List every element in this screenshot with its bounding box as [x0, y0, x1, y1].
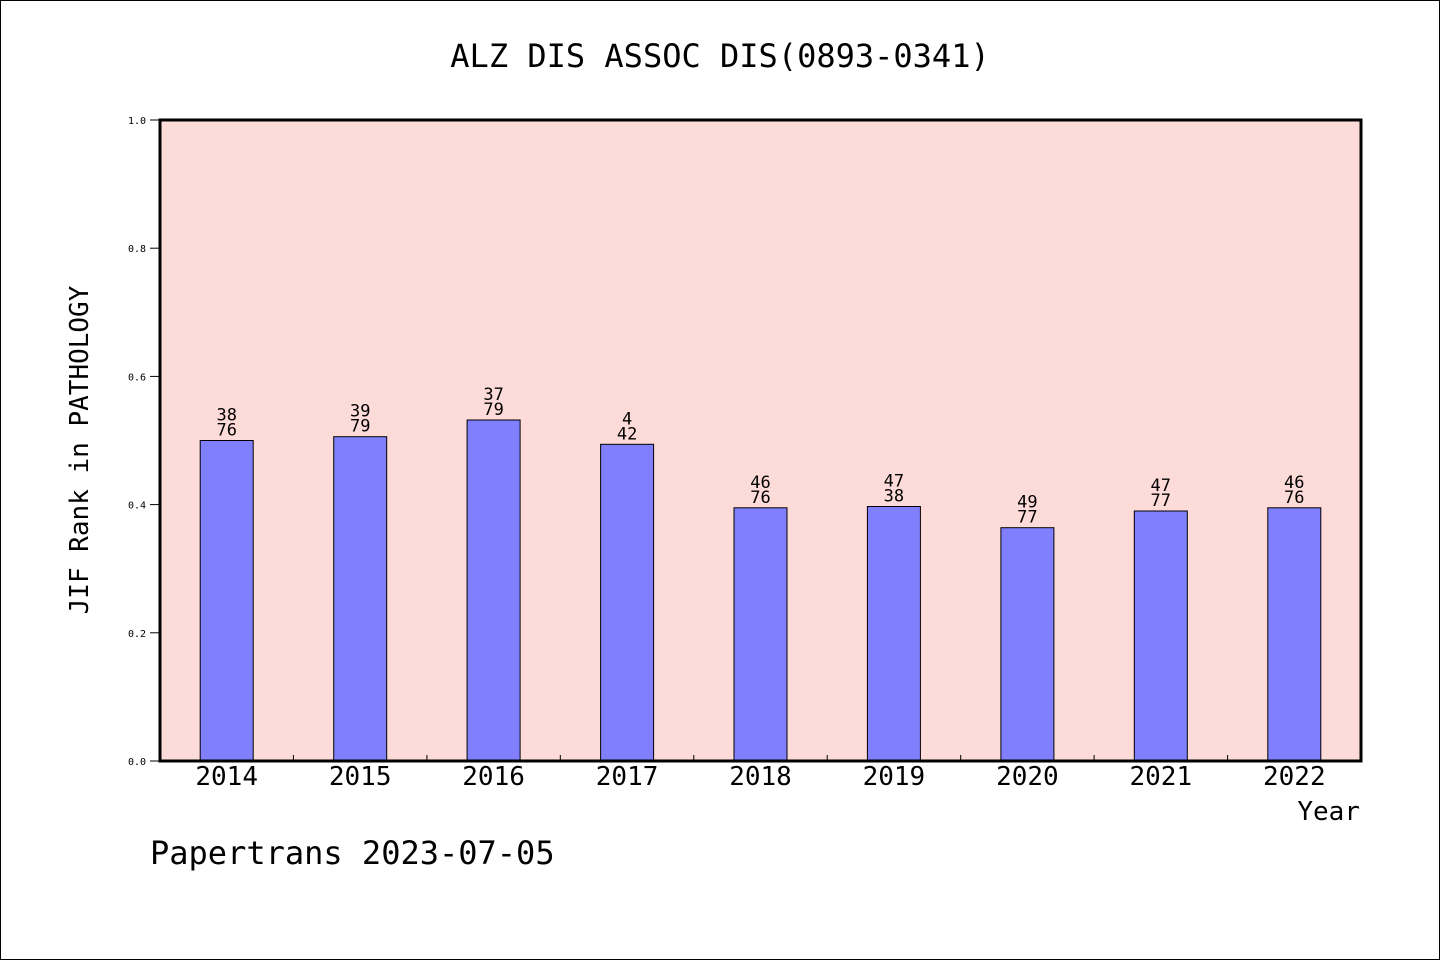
bar-label-top-2020: 49	[1017, 493, 1037, 513]
x-tick-label-2016: 2016	[462, 762, 525, 792]
y-tick-label-0.4: 0.4	[128, 501, 146, 512]
x-tick-label-2017: 2017	[596, 762, 659, 792]
bar-label-bottom-2021: 77	[1151, 491, 1171, 511]
bar-2020	[1000, 527, 1055, 762]
bar-label-bottom-2016: 79	[483, 400, 503, 420]
bar-2014	[199, 440, 254, 762]
x-tick-label-2020: 2020	[996, 762, 1059, 792]
bar-2017	[600, 443, 655, 762]
plot-border	[158, 118, 1363, 763]
bar-2016	[466, 419, 521, 762]
y-tick-label-0.0: 0.0	[128, 757, 146, 768]
bar-label-bottom-2022: 76	[1284, 488, 1304, 508]
y-axis-ticks: 0.0 0.2 0.4 0.6 0.8 1.0	[128, 116, 160, 768]
bars-group	[199, 419, 1322, 762]
bar-label-bottom-2019: 38	[884, 487, 904, 507]
bar-label-top-2018: 46	[750, 473, 770, 493]
bar-label-bottom-2020: 77	[1017, 508, 1037, 528]
x-tick-label-2021: 2021	[1129, 762, 1192, 792]
bar-label-top-2015: 39	[350, 402, 370, 422]
bar-label-top-2014: 38	[216, 406, 236, 426]
bar-label-top-2022: 46	[1284, 473, 1304, 493]
bar-label-top-2017: 4	[622, 409, 632, 429]
chart-title: ALZ DIS ASSOC DIS(0893-0341)	[450, 37, 989, 75]
y-tick-label-0.6: 0.6	[128, 372, 146, 383]
bar-label-bottom-2015: 79	[350, 417, 370, 437]
x-tick-label-2018: 2018	[729, 762, 792, 792]
bar-label-top-2021: 47	[1151, 476, 1171, 496]
bar-label-top-2016: 37	[483, 385, 503, 405]
bar-label-bottom-2014: 76	[216, 421, 236, 441]
bar-label-bottom-2018: 76	[750, 488, 770, 508]
x-axis-label: Year	[1297, 797, 1360, 827]
y-tick-label-0.8: 0.8	[128, 244, 146, 255]
x-axis-ticks: 2014 2015 2016 2017 2018 2019 2020 2021 2022	[195, 755, 1326, 792]
footer-text: Papertrans 2023-07-05	[150, 834, 555, 872]
y-axis-label: JIF Rank in PATHOLOGY	[65, 285, 95, 614]
bar-2019	[866, 506, 921, 762]
x-tick-label-2014: 2014	[195, 762, 258, 792]
x-tick-label-2019: 2019	[863, 762, 926, 792]
bar-2021	[1133, 510, 1188, 762]
bar-2022	[1267, 507, 1322, 762]
bar-2018	[733, 507, 788, 762]
bar-label-bottom-2017: 42	[617, 424, 637, 444]
bar-label-top-2019: 47	[884, 472, 904, 492]
x-tick-label-2015: 2015	[329, 762, 392, 792]
y-tick-label-1.0: 1.0	[128, 116, 146, 127]
y-tick-label-0.2: 0.2	[128, 629, 146, 640]
bar-2015	[333, 436, 388, 762]
x-tick-label-2022: 2022	[1263, 762, 1326, 792]
